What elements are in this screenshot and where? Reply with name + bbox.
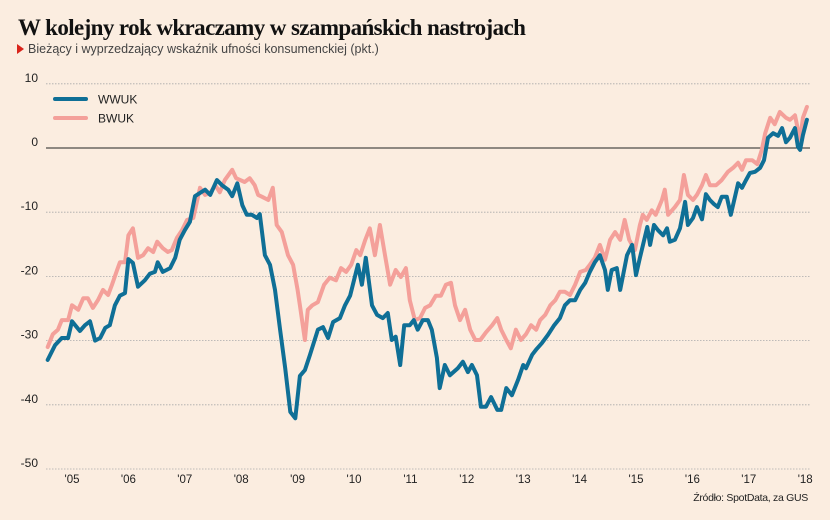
x-tick-label: '13 <box>516 474 531 486</box>
y-axis-ticks: 10 0 -10 -20 -30 -40 -50 <box>21 71 39 470</box>
grid-lines <box>46 83 810 470</box>
y-tick-label: 0 <box>31 135 38 149</box>
x-tick-label: '07 <box>177 474 192 486</box>
y-tick-label: -20 <box>21 263 39 277</box>
legend-label-wwuk: WWUK <box>98 93 137 107</box>
triangle-marker-icon <box>17 44 24 54</box>
x-tick-label: '17 <box>741 474 756 486</box>
y-tick-label: -40 <box>21 392 39 406</box>
series-line-bwuk <box>45 104 809 351</box>
x-tick-label: '16 <box>685 474 700 486</box>
subtitle-text: Bieżący i wyprzedzający wskaźnik ufności… <box>28 42 379 56</box>
x-tick-label: '15 <box>629 474 644 486</box>
y-tick-label: -50 <box>21 456 39 470</box>
series-line-wwuk <box>45 117 809 421</box>
x-axis-ticks: '05 '06 '07 '08 '09 '10 '11 '12 '13 '14 '15 '16 '17 '… <box>65 474 813 486</box>
chart-title: W kolejny rok wkraczamy w szampańskich n… <box>18 15 526 40</box>
x-tick-label: '05 <box>65 474 80 486</box>
x-tick-label: '06 <box>121 474 136 486</box>
y-tick-label: -30 <box>21 328 39 342</box>
x-tick-label: '09 <box>290 474 305 486</box>
x-tick-label: '08 <box>234 474 249 486</box>
x-tick-label: '14 <box>572 474 588 486</box>
x-tick-label: '18 <box>798 474 813 486</box>
legend-label-bwuk: BWUK <box>98 112 134 126</box>
series-lines <box>45 104 809 421</box>
y-tick-label: 10 <box>25 71 39 85</box>
chart-subtitle: Bieżący i wyprzedzający wskaźnik ufności… <box>17 42 379 56</box>
x-tick-label: '11 <box>403 474 417 486</box>
legend: WWUK BWUK <box>53 93 137 126</box>
x-tick-label: '12 <box>459 474 474 486</box>
source-note: Źródło: SpotData, za GUS <box>693 492 808 504</box>
y-tick-label: -10 <box>21 199 39 213</box>
x-tick-label: '10 <box>347 474 362 486</box>
